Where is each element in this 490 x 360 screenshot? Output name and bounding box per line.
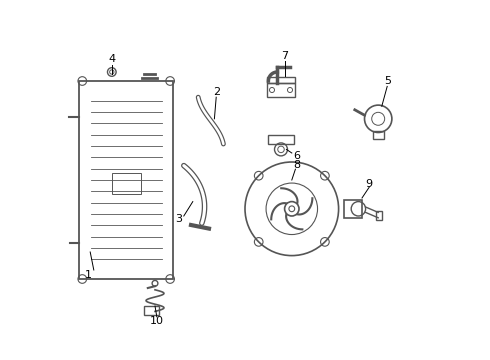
Bar: [112, 173, 141, 194]
Text: 2: 2: [213, 87, 220, 97]
Text: 6: 6: [294, 150, 301, 161]
Bar: [373, 131, 384, 139]
Text: 8: 8: [294, 160, 301, 170]
Text: 10: 10: [150, 316, 164, 326]
Text: 9: 9: [366, 179, 373, 189]
Bar: [376, 211, 382, 220]
Bar: [267, 77, 295, 83]
Bar: [144, 306, 159, 315]
Text: 4: 4: [108, 54, 115, 64]
Text: 7: 7: [281, 51, 288, 61]
Circle shape: [285, 202, 299, 216]
Text: 5: 5: [384, 76, 391, 86]
Bar: [268, 83, 294, 97]
Bar: [344, 200, 362, 218]
Text: 3: 3: [175, 214, 182, 224]
Bar: [269, 135, 294, 144]
Text: 1: 1: [85, 270, 92, 280]
Bar: [79, 81, 173, 279]
